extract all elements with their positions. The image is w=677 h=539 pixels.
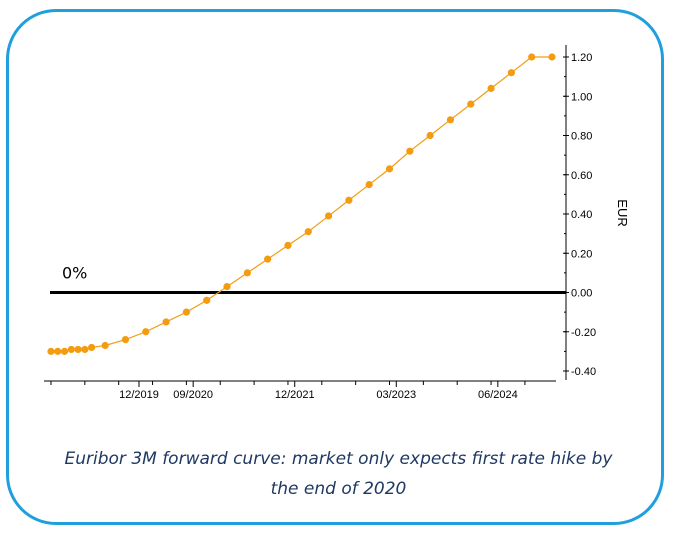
series-point (182, 308, 191, 316)
series-point (385, 165, 394, 173)
series-point (243, 269, 251, 277)
y-axis-label: EUR (615, 199, 630, 226)
series-point (264, 255, 272, 263)
chart-frame (6, 9, 664, 525)
zero-reference-label: 0% (62, 264, 87, 283)
series-point (47, 347, 55, 355)
x-tick-label: 06/2024 (478, 389, 518, 401)
series-point (54, 347, 62, 355)
x-tick-label: 12/2019 (119, 389, 159, 401)
y-tick-label: 0.80 (571, 131, 592, 143)
series-point (121, 336, 130, 344)
y-tick-label: 0.40 (571, 209, 592, 221)
series-point (223, 283, 231, 291)
y-tick-label: 1.20 (571, 52, 592, 64)
y-tick-label: 0.20 (571, 248, 592, 260)
series-point (345, 196, 353, 204)
series-point (142, 328, 150, 336)
series-point (426, 131, 434, 140)
x-tick-label: 09/2020 (173, 389, 213, 401)
y-tick-label: -0.40 (571, 366, 596, 378)
series-point (467, 100, 475, 108)
series-point (81, 345, 89, 354)
series-point (162, 318, 170, 326)
series-point (304, 228, 312, 236)
series-point (487, 84, 495, 92)
series-point (324, 212, 333, 220)
series-point (446, 116, 455, 124)
series-point (528, 53, 536, 61)
series-point (101, 341, 109, 350)
caption-line-2: the end of 2020 (270, 479, 407, 499)
series-point (548, 53, 556, 61)
x-tick-label: 03/2023 (376, 389, 416, 401)
y-tick-label: 0.00 (571, 288, 592, 300)
y-tick-label: -0.20 (571, 327, 596, 339)
series-point (203, 296, 211, 304)
x-tick-label: 12/2021 (275, 389, 315, 401)
series-point (67, 345, 75, 354)
series-line (51, 56, 552, 352)
series-point (365, 180, 373, 189)
series-point (88, 343, 96, 352)
caption-line-1: Euribor 3M forward curve: market only ex… (64, 449, 613, 469)
plot-area: 12/2019 09/2020 12/2021 03/2023 06/2024 1.20 1… (44, 45, 630, 401)
series-point (507, 69, 515, 77)
series-point (406, 147, 414, 155)
y-tick-label: 0.60 (571, 170, 592, 182)
y-tick-label: 1.00 (571, 91, 592, 103)
series-point (284, 241, 292, 249)
chart-caption: Euribor 3M forward curve: market only ex… (20, 444, 657, 504)
series-point (74, 345, 82, 354)
series-point (60, 347, 69, 355)
